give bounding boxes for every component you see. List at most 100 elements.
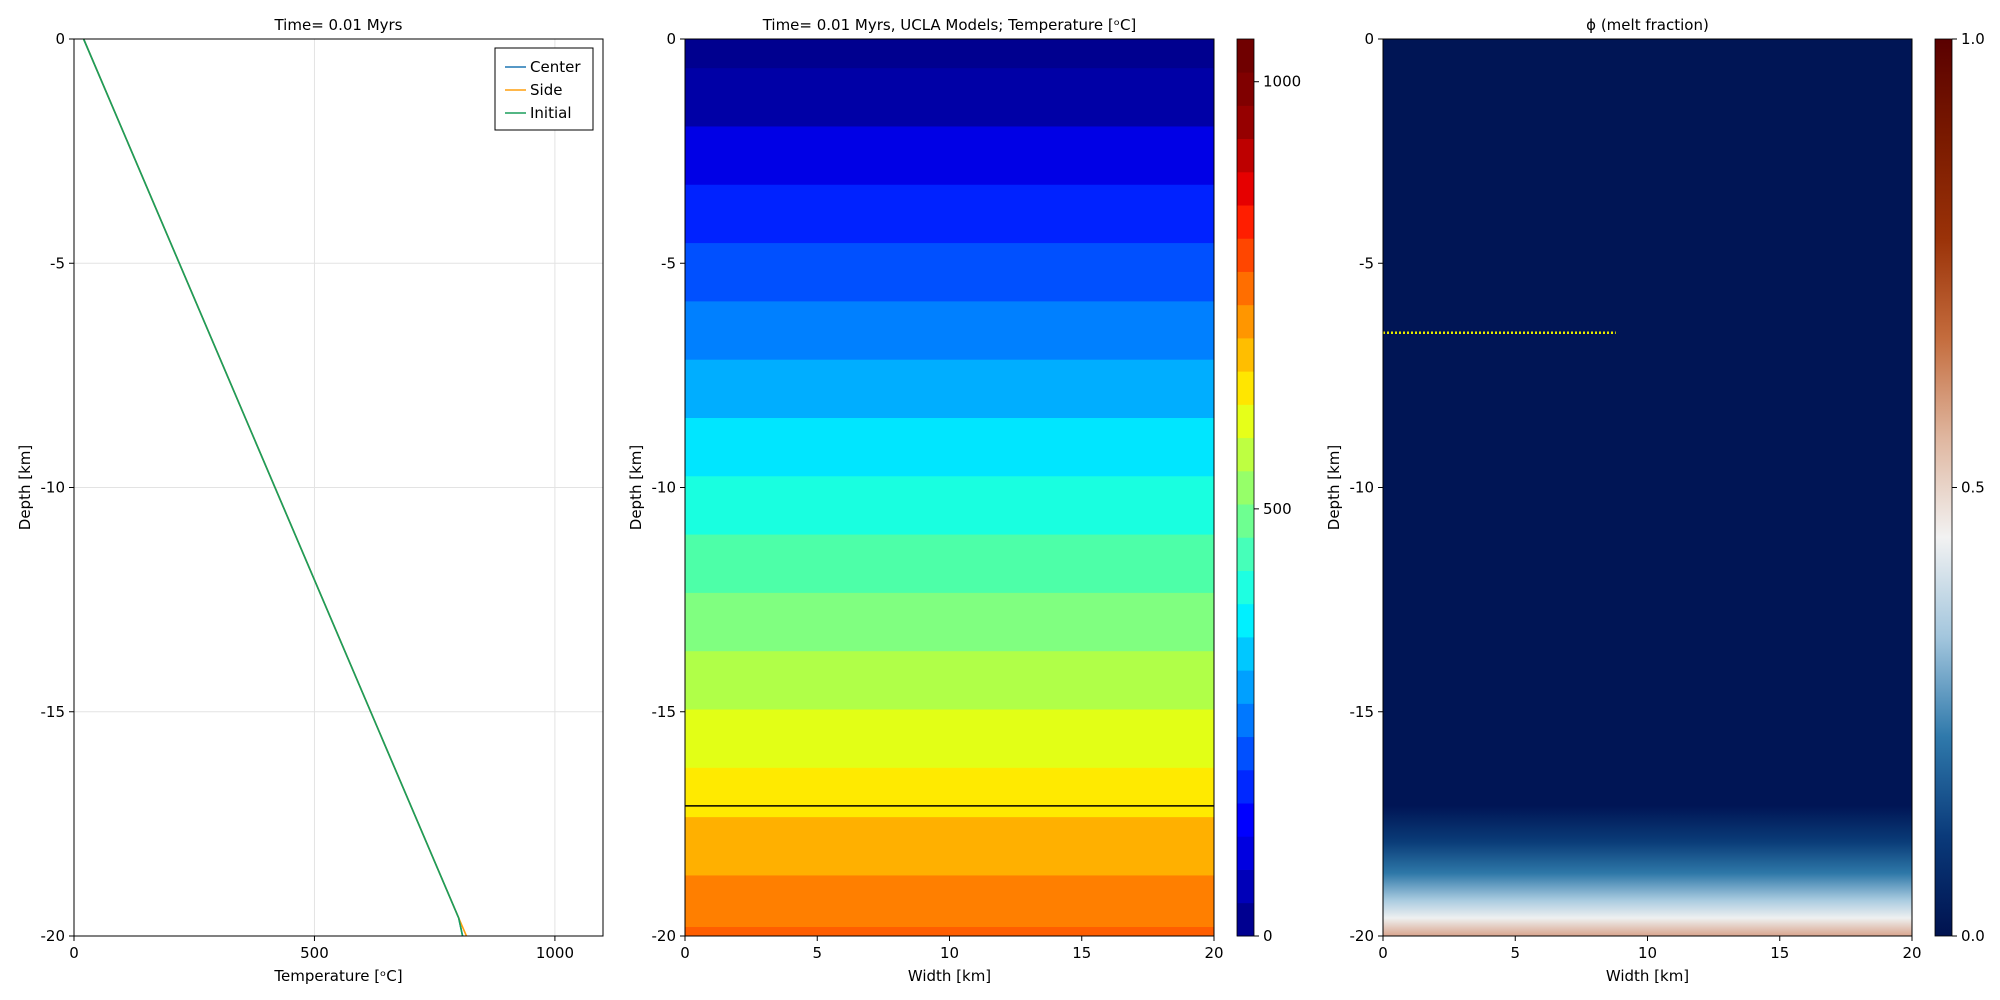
temperature-band [685, 651, 1214, 711]
colorbar-segment [1237, 902, 1254, 937]
temperature-band [685, 592, 1214, 652]
temperature-heatmap-panel: Time= 0.01 Myrs, UCLA Models; Temperatur… [627, 16, 1301, 985]
temperature-band [685, 68, 1214, 127]
colorbar-segment [1237, 171, 1254, 206]
colorbar-segment [1237, 238, 1254, 272]
x-tick-labels: 0 5 10 15 20 [1378, 936, 1922, 962]
y-tick-label: -15 [652, 703, 677, 721]
x-tick-label: 500 [300, 944, 329, 962]
melt-zone [1383, 805, 1912, 936]
temperature-band [685, 767, 1214, 818]
temperature-band [685, 39, 1214, 69]
melt-fraction-panel: ϕ (melt fraction) 0 5 10 15 20 0-5-10-15-20 … [1325, 16, 1985, 985]
y-tick-label: -15 [41, 703, 66, 721]
y-tick-label: 0 [55, 30, 65, 48]
x-tick-label: 5 [1510, 944, 1520, 962]
y-tick-label: -10 [652, 479, 677, 497]
temperature-bands [685, 39, 1214, 937]
colorbar-segment [1237, 504, 1254, 538]
x-tick-labels: 0 500 1000 [69, 936, 574, 962]
colorbar-segment [1237, 803, 1254, 837]
x-tick-label: 1000 [536, 944, 574, 962]
y-tick-label: 0 [1364, 30, 1374, 48]
x-tick-label: 20 [1204, 944, 1223, 962]
temperature-band [685, 359, 1214, 419]
melt-background [1383, 39, 1912, 936]
y-tick-label: -20 [652, 927, 677, 945]
colorbar-segment [1237, 72, 1254, 106]
chart-title: Time= 0.01 Myrs [273, 16, 402, 34]
chart-title: ϕ (melt fraction) [1586, 16, 1709, 34]
colorbar-segment [1237, 371, 1254, 405]
temperature-profile-panel: Time= 0.01 Myrs 0 500 1000 0 -5 -10 -15 -20 Te… [16, 16, 604, 985]
series-lines [82, 38, 468, 937]
temperature-band [685, 709, 1214, 769]
y-tick-label: -10 [41, 479, 66, 497]
series-line-initial [82, 38, 464, 937]
x-tick-label: 15 [1072, 944, 1091, 962]
colorbar-tick-labels: 0.0 0.5 1.0 [1952, 30, 1985, 945]
colorbar-segment [1237, 404, 1254, 439]
legend: Center Side Initial [494, 47, 594, 131]
legend-label-center: Center [530, 58, 581, 76]
y-tick-label: 0 [666, 30, 676, 48]
colorbar-segment [1237, 703, 1254, 738]
x-tick-label: 20 [1902, 944, 1921, 962]
x-axis-label: Width [km] [908, 967, 991, 985]
y-tick-labels: 0 -5 -10 -15 -20 [1350, 30, 1383, 945]
y-tick-label: -15 [1350, 703, 1375, 721]
y-tick-labels: 0 -5 -10 -15 -20 [41, 30, 74, 945]
x-tick-label: 15 [1770, 944, 1789, 962]
colorbar-segment [1237, 736, 1254, 771]
x-tick-label: 10 [940, 944, 959, 962]
x-tick-label: 0 [1378, 944, 1388, 962]
temperature-band [685, 184, 1214, 244]
chart-title: Time= 0.01 Myrs, UCLA Models; Temperatur… [762, 16, 1137, 34]
x-tick-labels: 0 5 10 15 20 [680, 936, 1224, 962]
x-tick-label: 10 [1638, 944, 1657, 962]
y-tick-labels: 0 -5 -10 -15 -20 [652, 30, 685, 945]
x-tick-label: 0 [69, 944, 79, 962]
temperature-band [685, 534, 1214, 594]
x-axis-label: Temperature [ᵒC] [273, 967, 402, 985]
y-tick-label: -5 [50, 254, 65, 272]
temperature-band [685, 126, 1214, 186]
colorbar-segment [1237, 470, 1254, 505]
temperature-band [685, 243, 1214, 302]
legend-label-side: Side [530, 81, 562, 99]
melt-colorbar [1934, 38, 1953, 937]
colorbar-tick-label: 500 [1263, 500, 1292, 518]
colorbar-segment [1237, 39, 1254, 73]
y-axis-label: Depth [km] [1325, 445, 1343, 530]
colorbar-segment [1237, 105, 1254, 140]
x-tick-label: 5 [812, 944, 822, 962]
temperature-band [685, 476, 1214, 536]
colorbar-tick-labels: 0 500 1000 [1254, 73, 1301, 945]
colorbar-segment [1237, 138, 1254, 173]
colorbar-tick-label: 0 [1263, 927, 1273, 945]
temperature-band [685, 301, 1214, 361]
temperature-band [685, 417, 1214, 477]
colorbar-frame [1236, 38, 1255, 937]
colorbar-segment [1237, 836, 1254, 870]
temperature-band [685, 817, 1214, 876]
colorbar-segment [1237, 637, 1254, 671]
y-axis-label: Depth [km] [16, 445, 34, 530]
colorbar-tick-label: 1.0 [1961, 30, 1985, 48]
colorbar-segment [1237, 670, 1254, 704]
temperature-colorbar [1236, 38, 1255, 937]
y-tick-label: -10 [1350, 479, 1375, 497]
colorbar-segment [1237, 437, 1254, 472]
y-tick-label: -20 [41, 927, 66, 945]
colorbar-segment [1237, 570, 1254, 605]
colorbar-segment [1237, 271, 1254, 306]
y-tick-label: -5 [661, 254, 676, 272]
colorbar-segment [1237, 869, 1254, 904]
y-axis-label: Depth [km] [627, 445, 645, 530]
legend-label-initial: Initial [530, 104, 572, 122]
legend-frame [494, 47, 594, 131]
temperature-band [685, 875, 1214, 928]
colorbar-segment [1237, 338, 1254, 372]
colorbar-segment [1237, 205, 1254, 239]
